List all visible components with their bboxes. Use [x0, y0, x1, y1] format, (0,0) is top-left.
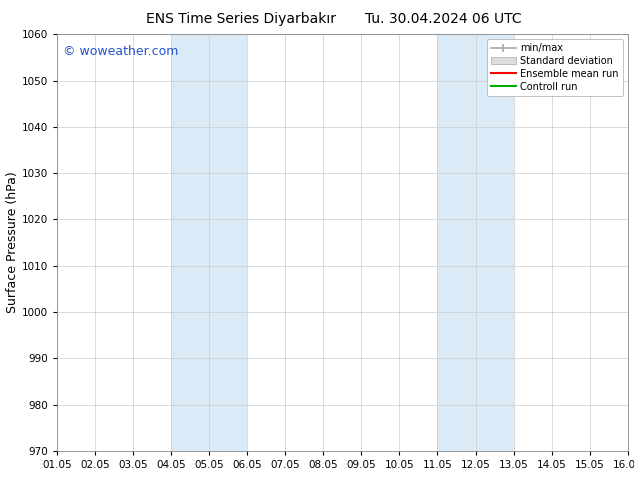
Legend: min/max, Standard deviation, Ensemble mean run, Controll run: min/max, Standard deviation, Ensemble me… — [488, 39, 623, 96]
Text: ENS Time Series Diyarbakır: ENS Time Series Diyarbakır — [146, 12, 336, 26]
Y-axis label: Surface Pressure (hPa): Surface Pressure (hPa) — [6, 172, 19, 314]
Bar — [437, 34, 514, 451]
Text: © woweather.com: © woweather.com — [63, 45, 178, 58]
Bar — [171, 34, 247, 451]
Text: Tu. 30.04.2024 06 UTC: Tu. 30.04.2024 06 UTC — [365, 12, 522, 26]
